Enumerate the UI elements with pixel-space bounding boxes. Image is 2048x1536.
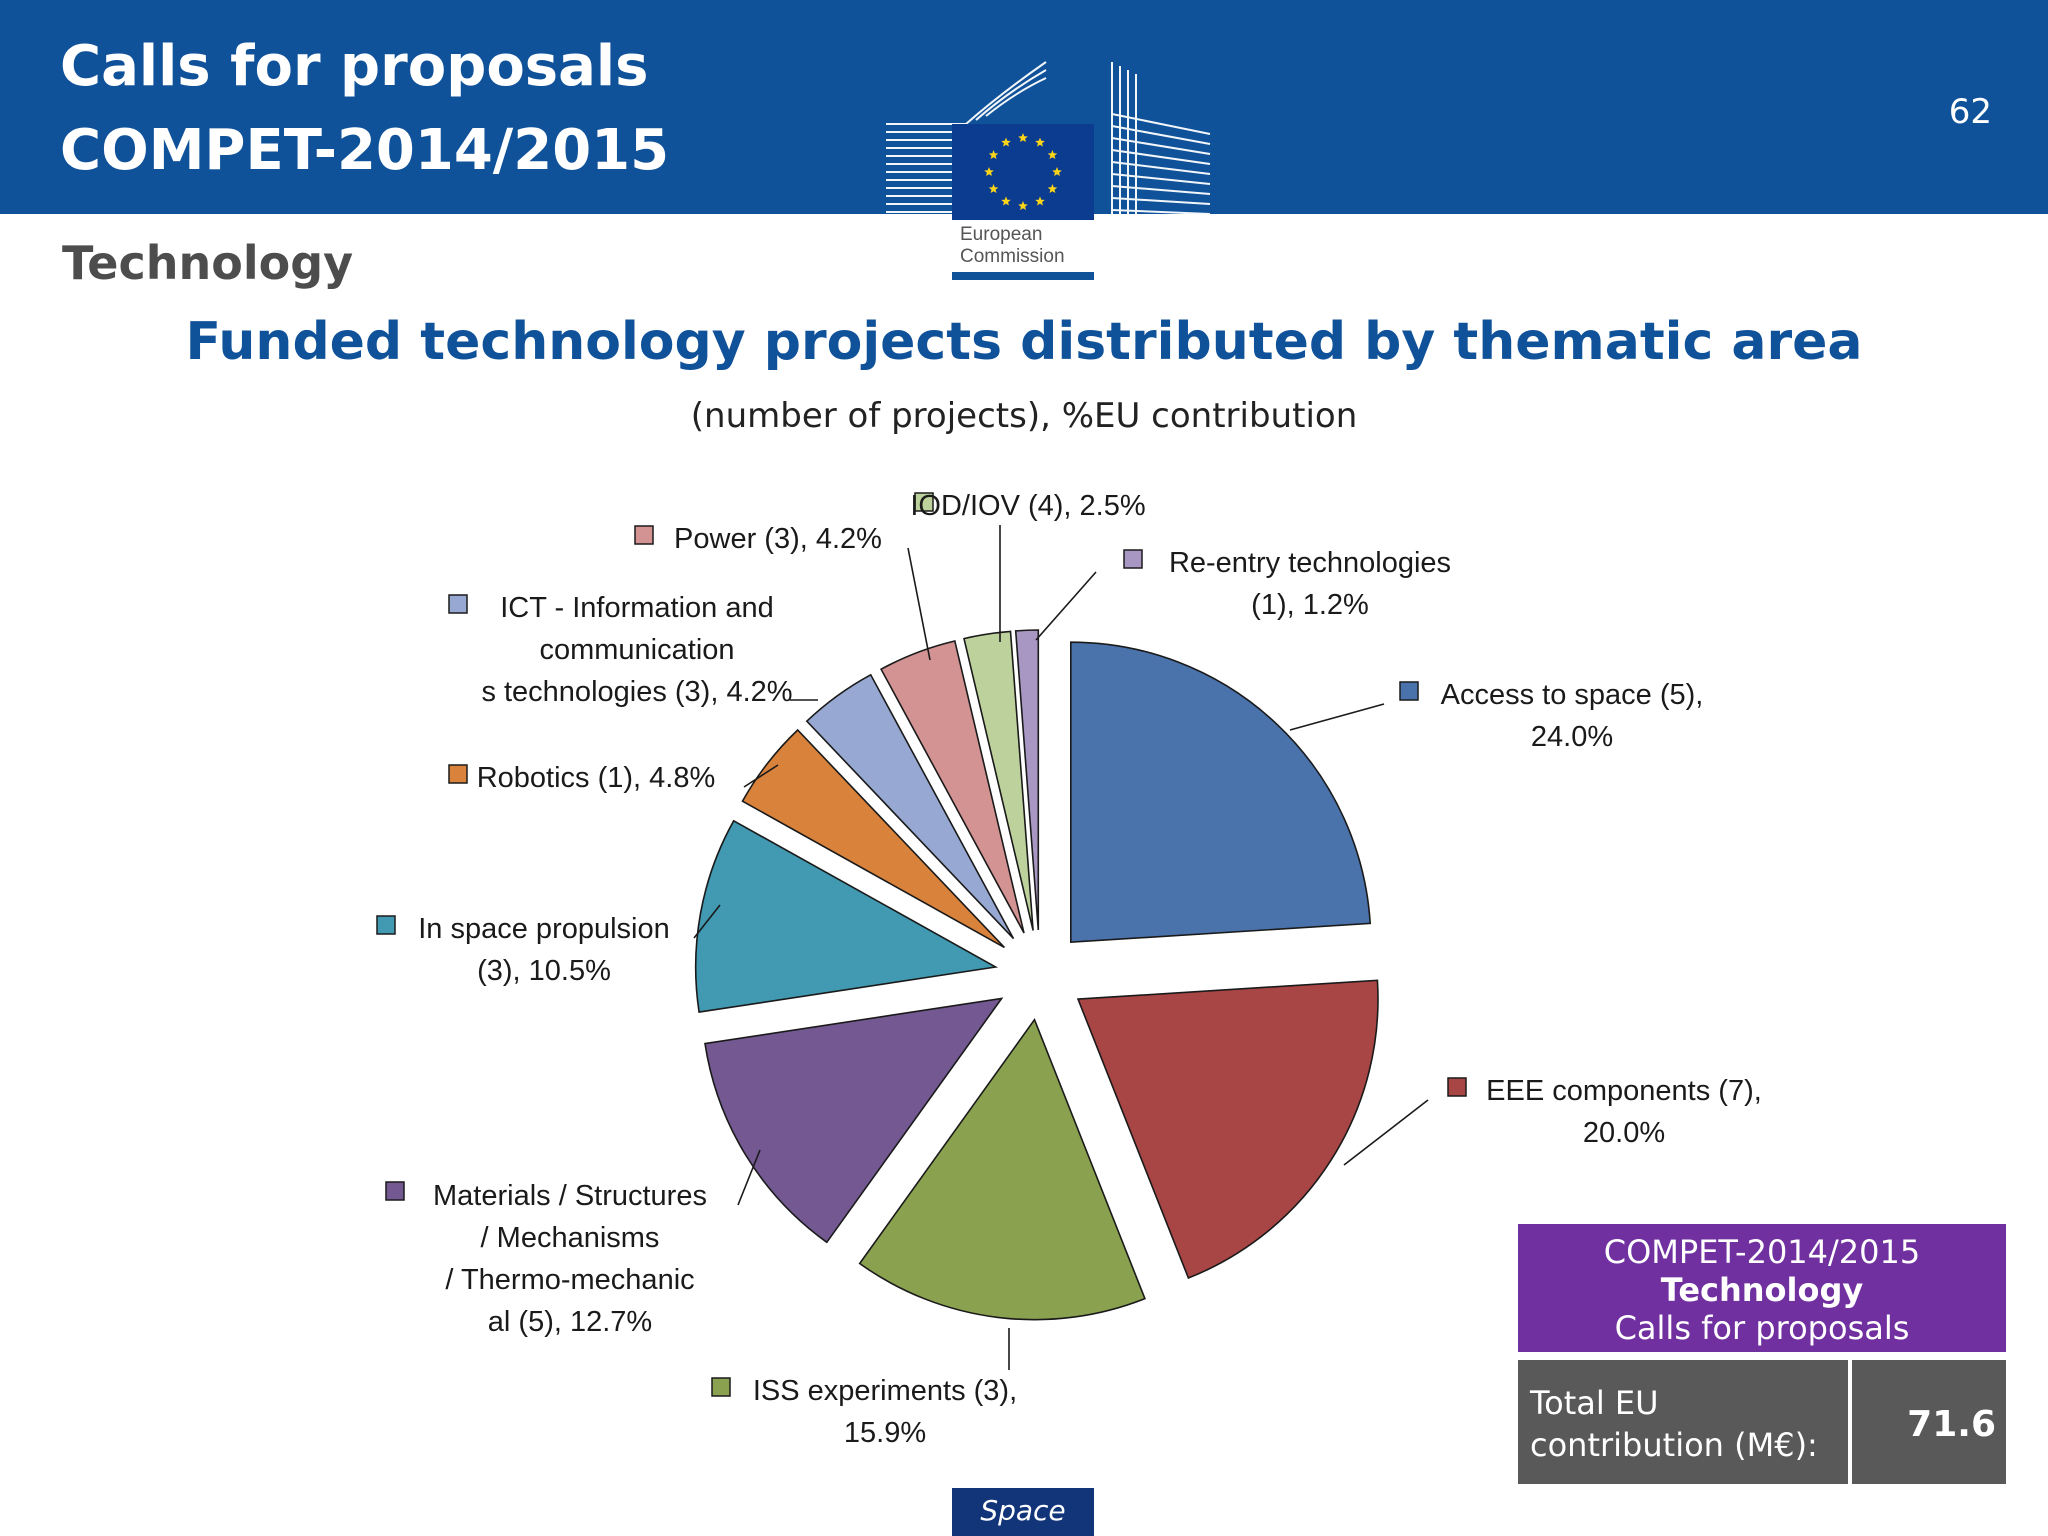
pie-slice-0 xyxy=(1070,641,1372,944)
flag-star-icon xyxy=(1018,201,1028,210)
pie-slice-4 xyxy=(694,819,999,1014)
logo-text-line2: Commission xyxy=(960,246,1065,267)
slice-label-2: ISS experiments (3), 15.9% xyxy=(753,1375,1017,1449)
leader-line-3 xyxy=(737,1149,761,1206)
logo-text: European Commission xyxy=(960,224,1065,268)
leader-line-0 xyxy=(1289,703,1385,731)
info-box-header: COMPET-2014/2015 Technology Calls for pr… xyxy=(1518,1224,2006,1352)
slice-label-8: IOD/IOV (4), 2.5% xyxy=(910,490,1145,522)
legend-marker-1 xyxy=(1447,1077,1467,1097)
flag-star-icon xyxy=(1001,137,1011,147)
slice-label-7: Power (3), 4.2% xyxy=(674,523,882,555)
leader-line-4 xyxy=(693,904,721,939)
legend-marker-7 xyxy=(634,525,654,545)
leader-line-1 xyxy=(1343,1099,1429,1166)
leader-line-9 xyxy=(1035,571,1097,641)
flag-star-icon xyxy=(1047,184,1058,193)
flag-star-icon xyxy=(1052,167,1062,176)
leader-line-5 xyxy=(743,764,779,788)
slice-label-3: Materials / Structures / Mechanisms / Ther… xyxy=(433,1180,707,1338)
leader-line-7 xyxy=(907,547,931,661)
pie-slice-6 xyxy=(805,673,1015,940)
legend-marker-2 xyxy=(711,1377,731,1397)
legend-marker-3 xyxy=(385,1181,405,1201)
slice-label-6: ICT - Information and communication s tech… xyxy=(481,592,792,708)
legend-marker-4 xyxy=(376,915,396,935)
chart-title: Funded technology projects distributed b… xyxy=(185,312,1863,372)
info-box-line1: COMPET-2014/2015 xyxy=(1603,1233,1921,1271)
slide-title-line2: COMPET-2014/2015 xyxy=(60,118,670,183)
building-icon xyxy=(886,61,1211,215)
total-label-line1: Total EU xyxy=(1530,1384,1659,1422)
pie-slice-1 xyxy=(1076,979,1379,1280)
total-label-line2: contribution (M€): xyxy=(1530,1426,1818,1464)
eu-flag-icon xyxy=(952,124,1094,220)
section-label: Technology xyxy=(62,236,354,290)
info-box-line3: Calls for proposals xyxy=(1614,1309,1910,1347)
logo-underline xyxy=(952,272,1094,280)
pie-slice-2 xyxy=(858,1018,1146,1321)
legend-marker-5 xyxy=(448,764,468,784)
flag-star-icon xyxy=(1018,133,1028,142)
flag-star-icon xyxy=(1035,137,1045,147)
info-box-line2: Technology xyxy=(1518,1271,2006,1309)
slide-title-line1: Calls for proposals xyxy=(60,34,649,99)
pie-slice-5 xyxy=(741,728,1005,949)
pie-slice-7 xyxy=(880,640,1025,934)
slice-label-1: EEE components (7), 20.0% xyxy=(1486,1075,1762,1149)
page-number: 62 xyxy=(1948,92,1992,132)
info-box-line2-text: Technology xyxy=(1660,1271,1864,1309)
flag-star-icon xyxy=(1001,196,1011,206)
footer-tag-space: Space xyxy=(952,1488,1094,1536)
flag-star-icon xyxy=(1035,196,1045,206)
chart-subtitle: (number of projects), %EU contribution xyxy=(690,396,1358,436)
pie-slice-8 xyxy=(963,630,1034,931)
flag-star-icon xyxy=(988,184,999,193)
slice-label-5: Robotics (1), 4.8% xyxy=(477,762,716,794)
legend-marker-8 xyxy=(914,492,934,512)
flag-star-icon xyxy=(1047,150,1058,159)
slice-label-0: Access to space (5), 24.0% xyxy=(1441,679,1704,753)
pie-slice-9 xyxy=(1014,629,1040,931)
flag-star-icon xyxy=(988,150,999,159)
legend-marker-9 xyxy=(1123,549,1143,569)
slice-label-4: In space propulsion (3), 10.5% xyxy=(418,913,670,987)
flag-star-icon xyxy=(984,167,994,176)
legend-marker-0 xyxy=(1399,681,1419,701)
slice-label-9: Re-entry technologies (1), 1.2% xyxy=(1169,547,1451,621)
european-commission-logo: European Commission xyxy=(880,54,1220,288)
logo-text-line1: European xyxy=(960,224,1043,245)
total-value: 71.6 xyxy=(1852,1360,2006,1484)
total-label: Total EU contribution (M€): xyxy=(1518,1360,1848,1484)
pie-slice-3 xyxy=(704,997,1004,1244)
logo-plate: European Commission xyxy=(952,124,1094,288)
legend-marker-6 xyxy=(448,594,468,614)
